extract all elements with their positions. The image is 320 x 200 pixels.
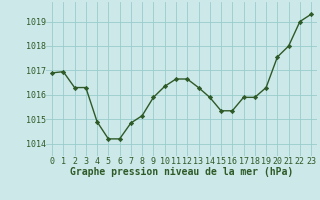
X-axis label: Graphe pression niveau de la mer (hPa): Graphe pression niveau de la mer (hPa) [70, 167, 293, 177]
